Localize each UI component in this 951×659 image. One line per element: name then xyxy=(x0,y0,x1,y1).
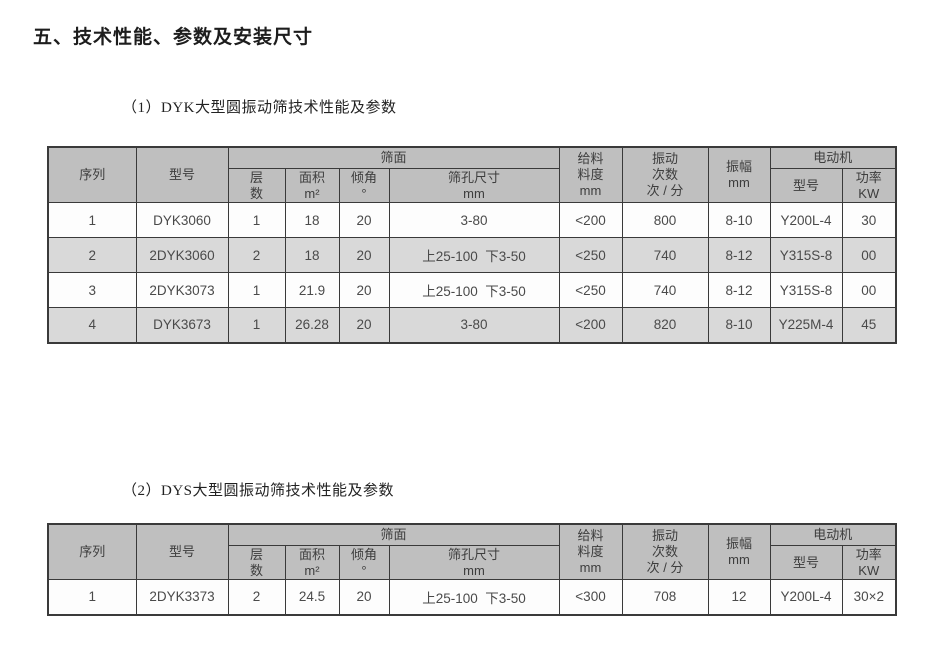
cell-layers: 1 xyxy=(227,307,286,343)
cell-seq: 1 xyxy=(47,202,137,238)
cell-feed-size: <200 xyxy=(558,202,623,238)
cell-hole-size: 3-80 xyxy=(388,202,560,238)
cell-power: 00 xyxy=(841,272,897,308)
cell-area: 18 xyxy=(284,202,340,238)
dyk-spec-table: 序列 型号 筛面 给料 料度 mm 振动 次数 次 / 分 振幅 mm 电动机 … xyxy=(47,146,898,344)
cell-vibration-freq: 740 xyxy=(621,272,709,308)
cell-feed-size: <250 xyxy=(558,237,623,273)
cell-motor-model: Y200L-4 xyxy=(769,202,843,238)
cell-angle: 20 xyxy=(338,272,390,308)
page-title: 五、技术性能、参数及安装尺寸 xyxy=(33,27,314,48)
cell-model: DYK3673 xyxy=(135,307,229,343)
header-model: 型号 xyxy=(135,146,229,203)
cell-model: 2DYK3073 xyxy=(135,272,229,308)
header-feed-size: 给料 料度 mm xyxy=(558,146,623,203)
cell-motor-model: Y315S-8 xyxy=(769,272,843,308)
cell-area: 24.5 xyxy=(284,579,340,615)
header-vibration-freq: 振动 次数 次 / 分 xyxy=(621,146,709,203)
table2-header-sub-row: 层 数 面积 m² 倾角 ° 筛孔尺寸 mm 型号 功率 KW xyxy=(48,545,897,580)
cell-vibration-freq: 820 xyxy=(621,307,709,343)
header-motor-group: 电动机 xyxy=(769,523,897,546)
table1-caption: （1）DYK大型圆振动筛技术性能及参数 xyxy=(122,100,397,116)
header-amplitude: 振幅 mm xyxy=(707,146,771,203)
cell-layers: 1 xyxy=(227,202,286,238)
header-vibration-freq: 振动 次数 次 / 分 xyxy=(621,523,709,580)
cell-feed-size: <200 xyxy=(558,307,623,343)
header-hole-size: 筛孔尺寸 mm xyxy=(388,545,560,580)
cell-hole-size: 上25-100 下3-50 xyxy=(388,272,560,308)
cell-angle: 20 xyxy=(338,202,390,238)
cell-power: 30×2 xyxy=(841,579,897,615)
table2-header-group-row: 序列 型号 筛面 给料 料度 mm 振动 次数 次 / 分 振幅 mm 电动机 xyxy=(47,523,897,580)
cell-feed-size: <250 xyxy=(558,272,623,308)
cell-power: 45 xyxy=(841,307,897,343)
header-motor-model: 型号 xyxy=(769,545,843,580)
header-seq: 序列 xyxy=(47,523,137,580)
cell-amplitude: 8-12 xyxy=(707,237,771,273)
table2-caption: （2）DYS大型圆振动筛技术性能及参数 xyxy=(122,483,395,499)
table-row: 3 2DYK3073 1 21.9 20 上25-100 下3-50 <250 … xyxy=(47,272,897,308)
cell-motor-model: Y315S-8 xyxy=(769,237,843,273)
header-power: 功率 KW xyxy=(841,545,897,580)
cell-area: 21.9 xyxy=(284,272,340,308)
cell-amplitude: 8-12 xyxy=(707,272,771,308)
header-seq: 序列 xyxy=(47,146,137,203)
header-power: 功率 KW xyxy=(841,168,897,203)
cell-amplitude: 8-10 xyxy=(707,307,771,343)
cell-feed-size: <300 xyxy=(558,579,623,615)
header-area: 面积 m² xyxy=(284,545,340,580)
header-hole-size: 筛孔尺寸 mm xyxy=(388,168,560,203)
cell-angle: 20 xyxy=(338,237,390,273)
cell-layers: 2 xyxy=(227,579,286,615)
cell-model: DYK3060 xyxy=(135,202,229,238)
cell-area: 26.28 xyxy=(284,307,340,343)
table1-header-group-row: 序列 型号 筛面 给料 料度 mm 振动 次数 次 / 分 振幅 mm 电动机 xyxy=(47,146,897,203)
table-row: 4 DYK3673 1 26.28 20 3-80 <200 820 8-10 … xyxy=(47,307,897,343)
cell-seq: 2 xyxy=(47,237,137,273)
header-screen-group: 筛面 xyxy=(227,523,560,546)
cell-seq: 4 xyxy=(47,307,137,343)
header-angle: 倾角 ° xyxy=(338,168,390,203)
cell-power: 30 xyxy=(841,202,897,238)
cell-vibration-freq: 708 xyxy=(621,579,709,615)
table1-header-sub-row: 层 数 面积 m² 倾角 ° 筛孔尺寸 mm 型号 功率 KW xyxy=(48,168,897,203)
cell-vibration-freq: 800 xyxy=(621,202,709,238)
header-motor-group: 电动机 xyxy=(769,146,897,169)
cell-motor-model: Y200L-4 xyxy=(769,579,843,615)
header-angle: 倾角 ° xyxy=(338,545,390,580)
table-row: 1 2DYK3373 2 24.5 20 上25-100 下3-50 <300 … xyxy=(47,579,897,615)
cell-seq: 1 xyxy=(47,579,137,615)
cell-angle: 20 xyxy=(338,307,390,343)
dys-spec-table: 序列 型号 筛面 给料 料度 mm 振动 次数 次 / 分 振幅 mm 电动机 … xyxy=(47,523,898,616)
cell-layers: 2 xyxy=(227,237,286,273)
header-layers: 层 数 xyxy=(227,545,286,580)
cell-layers: 1 xyxy=(227,272,286,308)
cell-area: 18 xyxy=(284,237,340,273)
table-row: 1 DYK3060 1 18 20 3-80 <200 800 8-10 Y20… xyxy=(47,202,897,238)
cell-power: 00 xyxy=(841,237,897,273)
header-feed-size: 给料 料度 mm xyxy=(558,523,623,580)
header-motor-model: 型号 xyxy=(769,168,843,203)
cell-hole-size: 上25-100 下3-50 xyxy=(388,237,560,273)
cell-seq: 3 xyxy=(47,272,137,308)
header-amplitude: 振幅 mm xyxy=(707,523,771,580)
header-area: 面积 m² xyxy=(284,168,340,203)
cell-hole-size: 上25-100 下3-50 xyxy=(388,579,560,615)
cell-model: 2DYK3373 xyxy=(135,579,229,615)
cell-amplitude: 8-10 xyxy=(707,202,771,238)
header-layers: 层 数 xyxy=(227,168,286,203)
cell-model: 2DYK3060 xyxy=(135,237,229,273)
cell-hole-size: 3-80 xyxy=(388,307,560,343)
header-screen-group: 筛面 xyxy=(227,146,560,169)
cell-angle: 20 xyxy=(338,579,390,615)
table-row: 2 2DYK3060 2 18 20 上25-100 下3-50 <250 74… xyxy=(47,237,897,273)
cell-amplitude: 12 xyxy=(707,579,771,615)
header-model: 型号 xyxy=(135,523,229,580)
cell-vibration-freq: 740 xyxy=(621,237,709,273)
cell-motor-model: Y225M-4 xyxy=(769,307,843,343)
